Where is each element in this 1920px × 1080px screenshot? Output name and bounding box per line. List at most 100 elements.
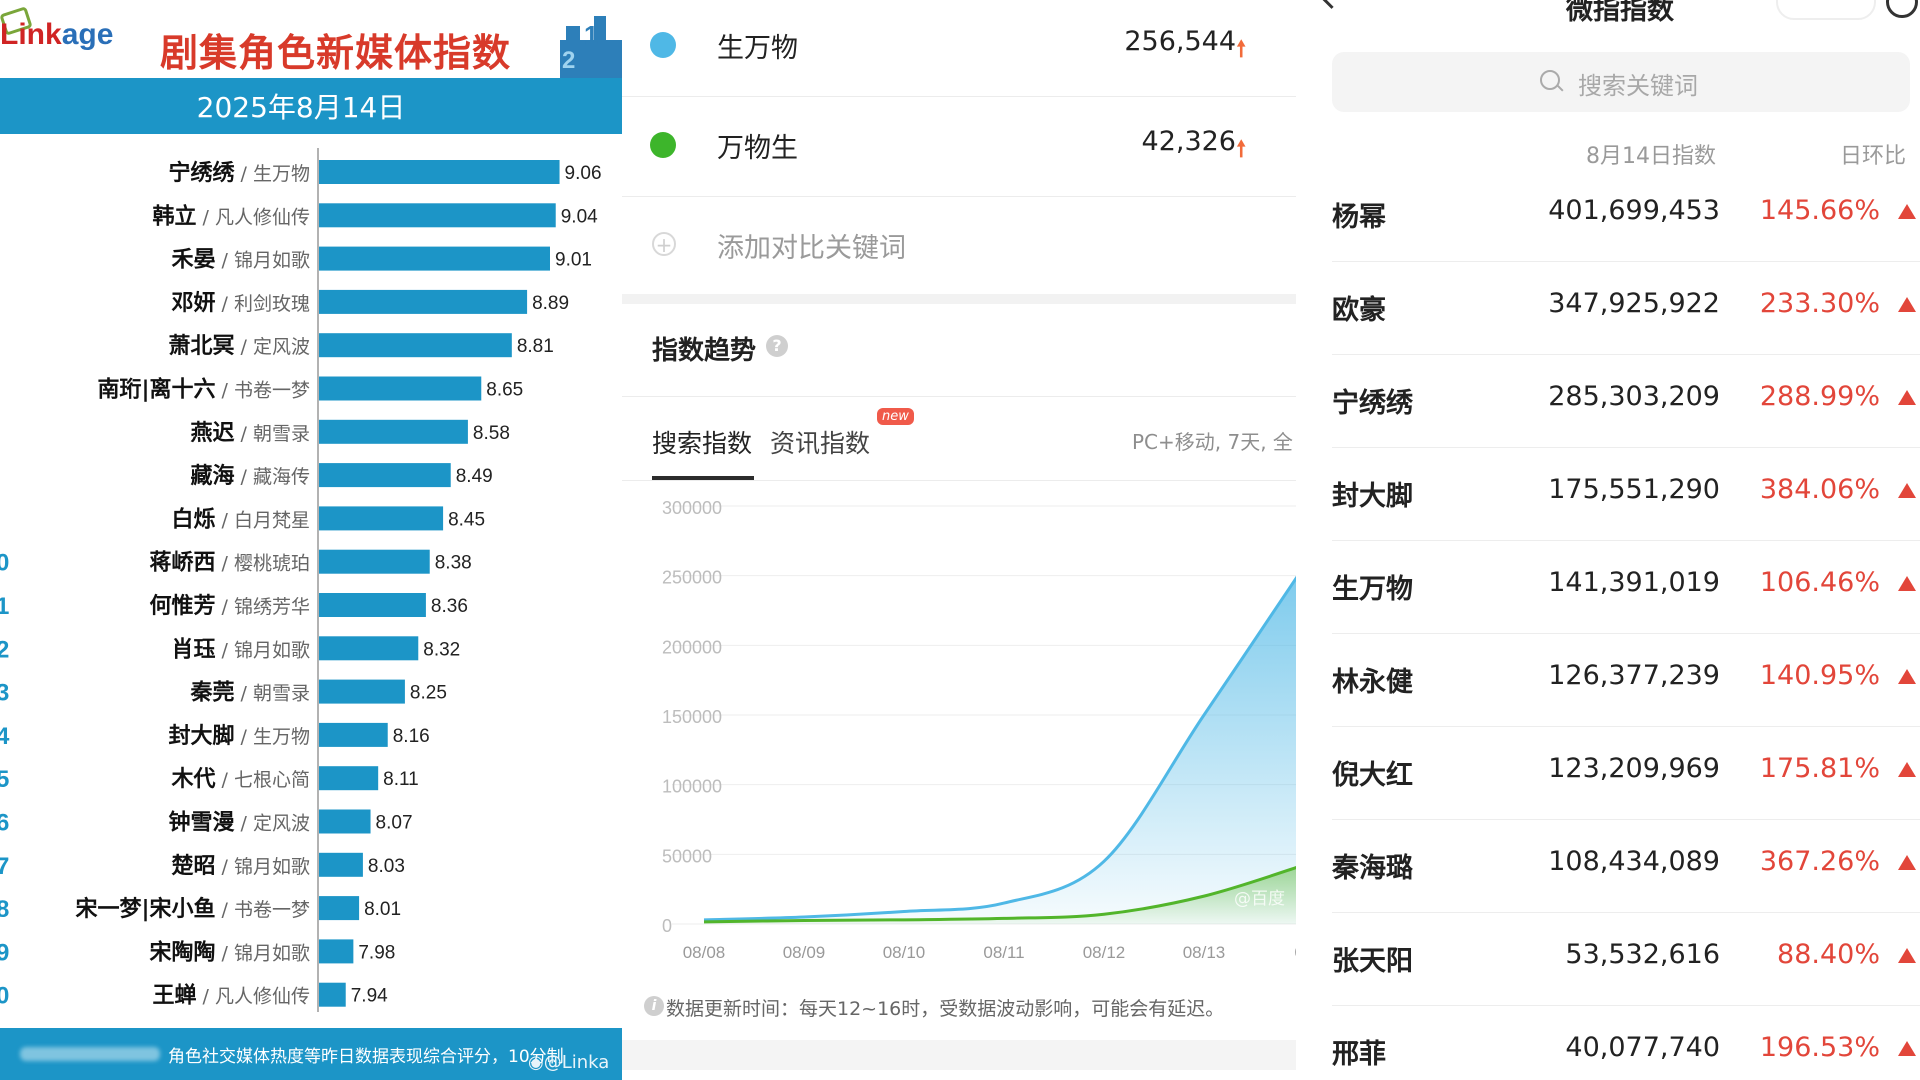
active-tab-indicator (652, 476, 754, 480)
character-name: 肖珏 (172, 637, 216, 662)
y-tick-label: 300000 (662, 498, 722, 518)
bar (319, 419, 468, 444)
row-change-percent: 233.30% (1759, 288, 1880, 319)
keyword-value: 256,544 (1124, 26, 1236, 57)
drama-name: / 定风波 (241, 813, 310, 835)
y-tick-label: 50000 (662, 846, 712, 866)
y-tick-label: 250000 (662, 568, 722, 588)
drama-name: / 凡人修仙传 (203, 206, 310, 228)
character-name: 宁绣绣 (169, 160, 236, 186)
up-triangle-icon (1898, 576, 1916, 591)
row-change-percent: 140.95% (1759, 660, 1880, 691)
back-icon[interactable] (1318, 0, 1345, 9)
bar (319, 549, 430, 574)
bar-category-label: 南珩|离十六 / 书卷一梦 (98, 377, 311, 403)
up-triangle-icon (1898, 204, 1916, 219)
row-change-percent: 88.40% (1777, 939, 1880, 970)
up-triangle-icon (1898, 483, 1916, 498)
keyword-row[interactable]: 生万物 256,544 🠕 (622, 0, 1296, 97)
footer-note: 角色社交媒体热度等昨日数据表现综合评分，10分制 (168, 1046, 564, 1067)
logo-suffix: age (61, 18, 114, 51)
bar (319, 160, 560, 184)
drama-name: / 锦月如歌 (222, 250, 310, 272)
index-row[interactable]: 林永健 126,377,239 140.95% (1332, 633, 1920, 727)
series-line (703, 575, 1296, 922)
bottom-spacer (622, 1040, 1296, 1070)
drama-name: / 白月梵星 (222, 509, 310, 531)
bar-category-label: 邓妍 / 利剑玫瑰 (172, 291, 310, 316)
up-triangle-icon (1898, 390, 1916, 405)
index-row[interactable]: 杨幂 401,699,453 145.66% (1332, 168, 1920, 262)
rank-number: 7 (0, 853, 9, 880)
rank-number: 2 (0, 636, 9, 663)
add-keyword-row[interactable]: + 添加对比关键词 (622, 196, 1296, 296)
index-row[interactable]: 宁绣绣 285,303,209 288.99% (1332, 354, 1920, 448)
up-triangle-icon (1898, 762, 1916, 777)
series-area (704, 578, 1296, 924)
index-row[interactable]: 倪大红 123,209,969 175.81% (1332, 726, 1920, 820)
drama-name: / 锦月如歌 (222, 639, 310, 661)
bar (319, 593, 426, 617)
index-row[interactable]: 封大脚 175,551,290 384.06% (1332, 447, 1920, 541)
bar-value-label: 8.81 (517, 336, 554, 357)
tab-search-index[interactable]: 搜索指数 (652, 429, 753, 458)
rank-number: 8 (0, 896, 9, 923)
row-change-percent: 106.46% (1759, 567, 1880, 598)
index-row[interactable]: 张天阳 53,532,616 88.40% (1332, 912, 1920, 1006)
drama-name: / 朝雪录 (241, 423, 310, 445)
trend-title: 指数趋势 (652, 336, 757, 366)
bar-category-label: 宁绣绣 / 生万物 (169, 160, 310, 186)
drama-name: / 锦月如歌 (222, 856, 310, 878)
weibo-icon: ◉ (528, 1052, 544, 1073)
bar-value-label: 9.06 (565, 163, 602, 184)
bar-value-label: 7.94 (351, 986, 388, 1007)
character-name: 宋一梦|宋小鱼 (76, 896, 216, 922)
bar (319, 896, 360, 921)
search-input[interactable]: 搜索关键词 (1332, 52, 1910, 112)
x-tick-label: 08/12 (1083, 943, 1126, 962)
bar-value-label: 7.98 (358, 942, 395, 963)
drama-name: / 凡人修仙传 (203, 986, 310, 1008)
close-circle-icon[interactable] (1886, 0, 1918, 18)
keyword-row[interactable]: 万物生 42,326 🠕 (622, 96, 1296, 197)
bar-value-label: 8.01 (364, 899, 401, 920)
rank-number: 1 (0, 593, 9, 620)
new-badge: new (877, 408, 914, 425)
up-triangle-icon (1898, 948, 1916, 963)
rank-number: 0 (0, 550, 9, 577)
search-placeholder: 搜索关键词 (1578, 72, 1698, 100)
plus-circle-icon[interactable]: + (652, 232, 676, 256)
bar-category-label: 白烁 / 白月梵星 (172, 506, 310, 532)
row-change-percent: 384.06% (1759, 474, 1880, 505)
row-index-value: 126,377,239 (1548, 660, 1720, 691)
index-row[interactable]: 欧豪 347,925,922 233.30% (1332, 261, 1920, 355)
rank-number: 3 (0, 680, 9, 707)
character-name: 王蝉 (153, 983, 197, 1009)
tab-news-index[interactable]: 资讯指数 (770, 429, 871, 458)
ranking-footer: 角色社交媒体热度等昨日数据表现综合评分，10分制 (0, 1028, 622, 1080)
rank-number: 9 (0, 939, 9, 966)
bar-category-label: 燕迟 / 朝雪录 (191, 421, 310, 446)
bar (319, 333, 512, 358)
bar (319, 679, 405, 704)
range-filter[interactable]: PC+移动, 7天, 全 (1132, 430, 1293, 454)
add-keyword-label: 添加对比关键词 (717, 233, 906, 264)
bar (319, 376, 482, 401)
row-index-value: 108,434,089 (1548, 846, 1720, 877)
menu-pill[interactable] (1776, 0, 1876, 20)
index-row[interactable]: 秦海璐 108,434,089 367.26% (1332, 819, 1920, 913)
bar-value-label: 8.11 (383, 769, 419, 790)
character-name: 南珩|离十六 (98, 377, 216, 403)
drama-name: / 利剑玫瑰 (222, 293, 310, 315)
bar (319, 809, 371, 834)
row-change-percent: 145.66% (1759, 195, 1880, 226)
index-row[interactable]: 生万物 141,391,019 106.46% (1332, 540, 1920, 634)
bar (319, 852, 363, 877)
character-name: 楚昭 (172, 854, 216, 879)
trend-area-chart: 300000 250000 200000 150000 100000 50000 0 08/0… (662, 498, 1296, 962)
help-icon[interactable]: ? (766, 335, 788, 357)
up-triangle-icon (1898, 669, 1916, 684)
x-tick-label: 08/10 (883, 943, 926, 962)
index-row[interactable]: 邢菲 40,077,740 196.53% (1332, 1005, 1920, 1080)
